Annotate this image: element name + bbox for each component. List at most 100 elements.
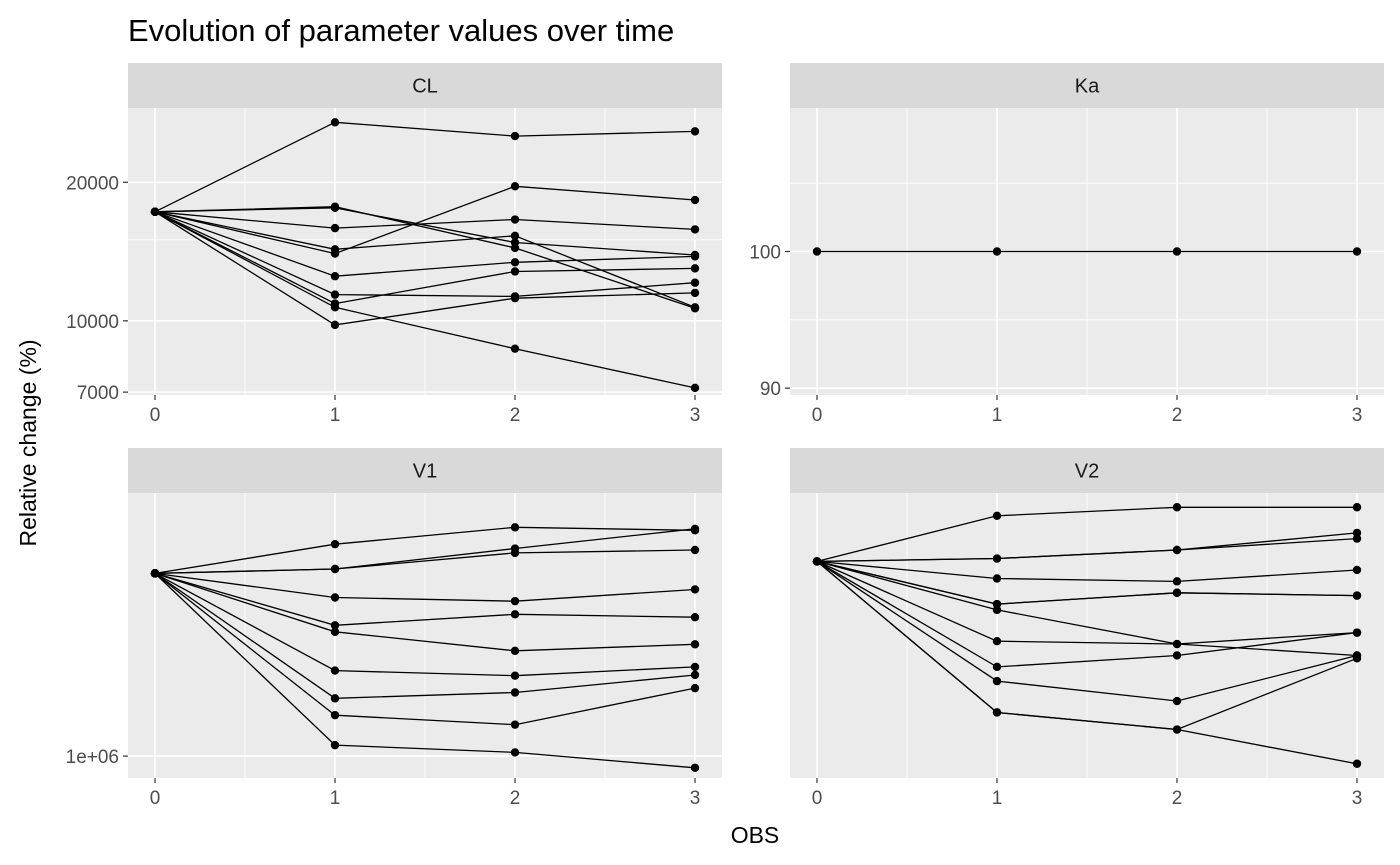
data-point xyxy=(510,671,520,680)
series-line xyxy=(816,560,1358,605)
series-line xyxy=(154,572,696,602)
data-point xyxy=(330,118,340,127)
facet-strip xyxy=(790,63,1384,108)
x-tick-label: 3 xyxy=(1352,788,1363,809)
x-tick-label: 2 xyxy=(1172,788,1183,809)
data-point xyxy=(690,683,700,693)
data-point xyxy=(330,272,340,281)
data-point xyxy=(150,207,160,217)
data-point xyxy=(330,539,340,549)
data-point xyxy=(330,694,340,703)
data-point xyxy=(330,290,340,299)
data-point xyxy=(690,763,700,772)
facet-label: V2 xyxy=(1075,461,1099,483)
series-line xyxy=(154,572,696,677)
data-point xyxy=(992,662,1002,672)
data-point xyxy=(690,195,700,205)
series-line xyxy=(154,572,696,699)
x-tick-label: 0 xyxy=(812,405,823,426)
y-tick-label: 100 xyxy=(749,243,781,264)
data-point xyxy=(510,267,520,276)
data-point xyxy=(1172,545,1182,555)
data-point xyxy=(1172,639,1182,649)
series-line xyxy=(816,560,1358,765)
x-tick-label: 1 xyxy=(330,405,341,426)
series-line xyxy=(154,572,696,769)
series-line xyxy=(154,572,696,652)
data-point xyxy=(1172,247,1182,256)
data-point xyxy=(330,203,340,213)
series-line xyxy=(154,211,696,277)
x-tick-label: 1 xyxy=(992,405,1003,426)
data-point xyxy=(812,247,822,256)
data-point xyxy=(690,640,700,649)
x-tick-label: 2 xyxy=(510,788,521,809)
data-point xyxy=(1172,725,1182,734)
facet-strip xyxy=(128,448,722,493)
x-tick-label: 3 xyxy=(690,405,701,426)
data-point xyxy=(150,569,160,578)
series-line xyxy=(154,549,696,575)
data-point xyxy=(690,670,700,680)
x-tick-label: 1 xyxy=(330,788,341,809)
series-line xyxy=(154,121,696,213)
data-point xyxy=(510,238,520,247)
facet-ka: Ka 0 1 2 3 90 100 xyxy=(749,63,1384,426)
facet-panels: CL 0 1 2 3 7000 10000 20000 Ka 0 1 2 3 90 100 V1 0 1 2 3 1e+… xyxy=(66,63,1384,809)
data-point xyxy=(510,688,520,697)
series-line xyxy=(154,572,696,726)
data-point xyxy=(992,511,1002,520)
data-point xyxy=(1352,534,1362,543)
facet-label: CL xyxy=(412,76,438,98)
y-tick-label: 10000 xyxy=(66,312,119,333)
data-point xyxy=(690,303,700,312)
x-tick-label: 0 xyxy=(150,788,161,809)
facet-strip xyxy=(790,448,1384,493)
data-point xyxy=(510,748,520,757)
data-point xyxy=(510,596,520,606)
series-line xyxy=(816,560,1358,668)
data-point xyxy=(330,666,340,675)
data-point xyxy=(690,288,700,298)
data-point xyxy=(330,249,340,258)
data-point xyxy=(812,557,822,566)
data-point xyxy=(510,215,520,224)
facet-strip xyxy=(128,63,722,108)
series-line xyxy=(154,526,696,575)
data-point xyxy=(992,599,1002,609)
data-point xyxy=(1172,577,1182,586)
data-point xyxy=(1352,591,1362,600)
data-point xyxy=(1352,628,1362,637)
series-line xyxy=(816,506,1357,563)
data-point xyxy=(1172,696,1182,706)
data-point xyxy=(690,524,700,534)
data-point xyxy=(510,344,520,353)
data-point xyxy=(690,613,700,622)
series-line xyxy=(816,560,1358,645)
data-point xyxy=(330,564,340,574)
series-line xyxy=(154,185,696,255)
series-line xyxy=(816,537,1358,563)
data-point xyxy=(690,545,700,555)
series-line xyxy=(816,560,1358,702)
x-tick-label: 2 xyxy=(1172,405,1183,426)
data-point xyxy=(330,621,340,630)
series-line xyxy=(154,211,696,326)
series-line xyxy=(154,211,696,298)
data-point xyxy=(690,252,700,261)
y-tick-label: 90 xyxy=(760,379,781,400)
data-point xyxy=(510,610,520,619)
series-line xyxy=(816,560,1358,657)
data-point xyxy=(1172,588,1182,597)
y-tick-label: 7000 xyxy=(77,383,119,404)
y-axis-title: Relative change (%) xyxy=(15,339,41,546)
data-point xyxy=(330,627,340,637)
data-point xyxy=(1172,651,1182,660)
data-point xyxy=(1352,247,1362,256)
data-point xyxy=(510,231,520,241)
series-line xyxy=(154,211,696,389)
data-point xyxy=(510,523,520,532)
data-point xyxy=(992,708,1002,717)
x-tick-label: 0 xyxy=(812,788,823,809)
